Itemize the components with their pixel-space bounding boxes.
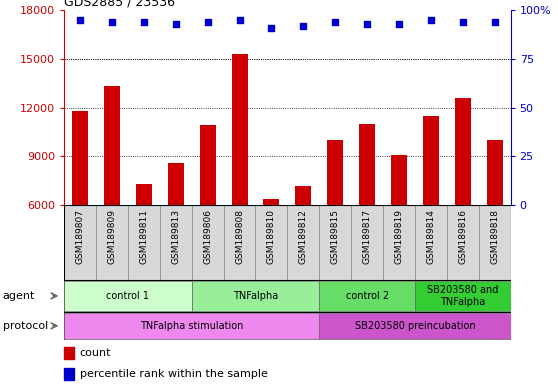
Bar [487,140,503,205]
Point [458,18,467,25]
Bar [327,140,343,205]
Point [171,21,180,27]
Bar [136,184,152,205]
Bar [359,124,375,205]
Text: percentile rank within the sample: percentile rank within the sample [80,369,268,379]
Point [299,23,308,29]
Text: GSM189812: GSM189812 [299,209,308,264]
Text: GSM189813: GSM189813 [171,209,180,264]
Point [363,21,372,27]
Text: control 1: control 1 [107,291,150,301]
Text: GSM189806: GSM189806 [203,209,212,264]
Text: GSM189811: GSM189811 [140,209,148,264]
Bar [200,126,215,205]
Bar [104,86,120,205]
Bar [192,205,224,280]
Bar [479,205,511,280]
Bar [263,199,280,205]
Bar [295,185,311,205]
Bar [256,205,287,280]
Text: protocol: protocol [3,321,48,331]
Point [331,18,340,25]
Bar [447,205,479,280]
Point [395,21,403,27]
Text: GSM189818: GSM189818 [490,209,499,264]
Point [490,18,499,25]
Text: SB203580 and
TNFalpha: SB203580 and TNFalpha [427,285,498,307]
Bar [232,54,248,205]
Bar [319,281,415,311]
Bar [415,281,511,311]
Bar [168,163,184,205]
Text: count: count [80,348,111,358]
Bar [415,205,447,280]
Bar [319,205,351,280]
Bar [160,205,192,280]
Point [426,17,435,23]
Text: GSM189807: GSM189807 [76,209,85,264]
Text: GSM189809: GSM189809 [108,209,117,264]
Point [235,17,244,23]
Bar [64,313,319,339]
Bar [64,368,74,381]
Text: TNFalpha stimulation: TNFalpha stimulation [140,321,243,331]
Bar [72,111,88,205]
Text: GSM189817: GSM189817 [363,209,372,264]
Bar [423,116,439,205]
Bar [391,155,407,205]
Text: control 2: control 2 [345,291,388,301]
Text: agent: agent [3,291,35,301]
Text: TNFalpha: TNFalpha [233,291,278,301]
Bar [192,281,319,311]
Text: GSM189810: GSM189810 [267,209,276,264]
Bar [128,205,160,280]
Point [76,17,85,23]
Point [203,18,212,25]
Text: GSM189814: GSM189814 [426,209,435,264]
Bar [319,313,511,339]
Text: GSM189819: GSM189819 [395,209,403,264]
Bar [351,205,383,280]
Bar [383,205,415,280]
Bar [287,205,319,280]
Point [267,25,276,31]
Bar [224,205,256,280]
Bar [64,281,192,311]
Bar [64,205,96,280]
Text: GDS2885 / 23536: GDS2885 / 23536 [64,0,175,9]
Point [108,18,117,25]
Text: SB203580 preincubation: SB203580 preincubation [354,321,475,331]
Point [140,18,148,25]
Text: GSM189816: GSM189816 [458,209,467,264]
Bar [64,347,74,359]
Text: GSM189815: GSM189815 [331,209,340,264]
Bar [96,205,128,280]
Bar [455,98,471,205]
Text: GSM189808: GSM189808 [235,209,244,264]
